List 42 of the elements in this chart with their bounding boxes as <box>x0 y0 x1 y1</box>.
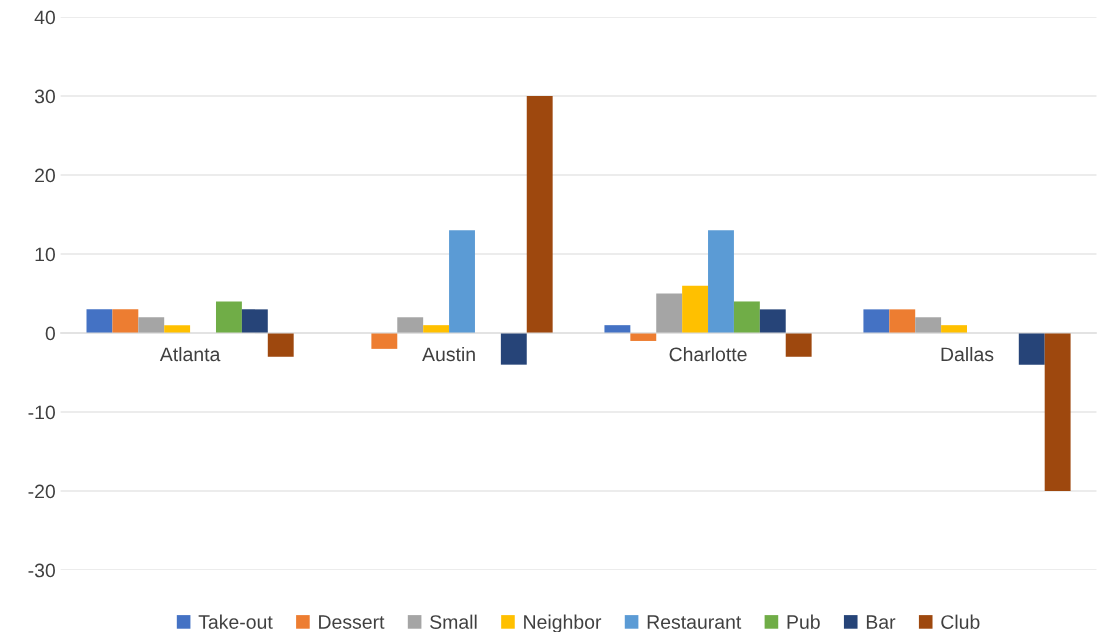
bar <box>215 301 242 334</box>
legend-label: Neighbor <box>524 614 602 632</box>
y-tick-label: 40 <box>34 10 55 25</box>
y-tick-label: -10 <box>28 405 55 420</box>
y-tick-label: 20 <box>35 168 55 183</box>
x-tick-label: Dallas <box>941 346 994 362</box>
bar <box>682 285 709 334</box>
bar <box>708 230 734 334</box>
y-tick-label: 30 <box>34 89 55 104</box>
x-tick-label: Austin <box>422 346 475 362</box>
y-tick-label: -20 <box>28 484 55 499</box>
bar <box>449 230 475 334</box>
bar <box>915 317 942 334</box>
legend-label: Bar <box>866 615 896 629</box>
bar <box>267 333 294 357</box>
bar <box>138 317 165 334</box>
bar <box>86 309 113 334</box>
legend-label: Club <box>941 614 980 629</box>
bar <box>785 333 812 357</box>
y-tick-label: 0 <box>45 326 55 341</box>
legend-label: Small <box>430 614 477 629</box>
bar <box>526 96 553 334</box>
bar <box>656 293 683 334</box>
bar <box>759 309 786 334</box>
legend-label: Restaurant <box>647 615 742 629</box>
bar <box>889 309 916 334</box>
bar <box>1044 333 1071 492</box>
bar <box>371 333 398 349</box>
bar <box>500 333 527 365</box>
legend-label: Pub <box>787 614 820 629</box>
bar <box>112 309 139 334</box>
legend-label: Take-out <box>198 614 273 629</box>
y-tick-label: 10 <box>35 247 55 262</box>
bar <box>397 317 424 334</box>
bar <box>733 301 760 334</box>
bar <box>241 309 268 334</box>
bar <box>1018 333 1045 365</box>
bar <box>863 309 890 334</box>
x-tick-label: Atlanta <box>159 346 221 362</box>
x-tick-label: Charlotte <box>669 346 747 362</box>
y-tick-label: -30 <box>28 563 55 578</box>
legend-label: Dessert <box>319 615 385 629</box>
